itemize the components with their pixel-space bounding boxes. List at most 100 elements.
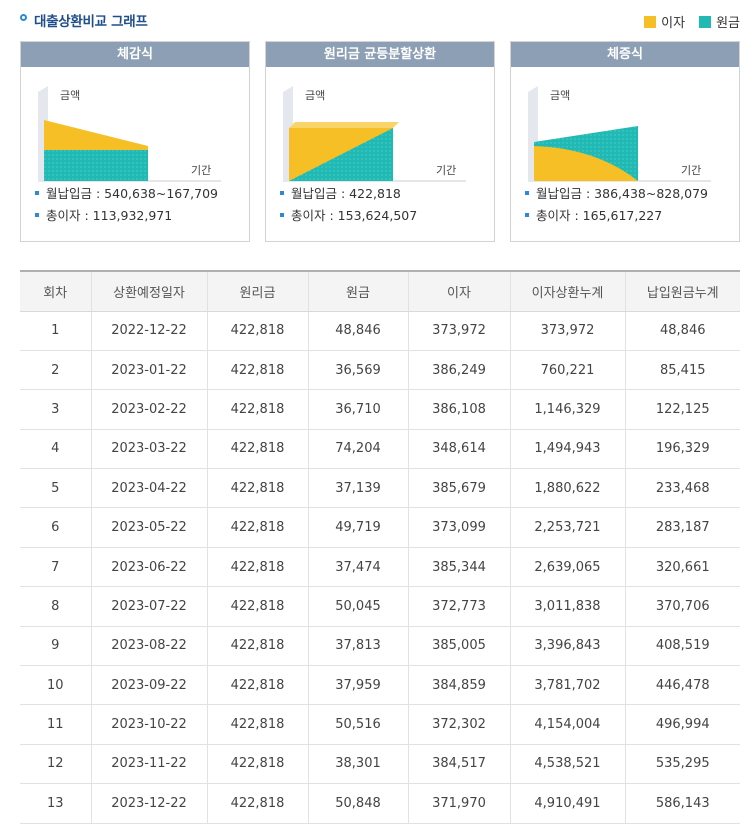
bullet-icon: [525, 212, 529, 217]
table-cell: 2023-07-22: [91, 586, 208, 627]
table-cell: 2023-02-22: [91, 389, 208, 430]
table-row: 1 2022-12-22 422,818 48,846 373,972 373,972 48…: [20, 311, 740, 351]
table-cell: 2023-01-22: [91, 350, 208, 391]
bullet-icon: [280, 212, 284, 217]
table-cell: 1,880,622: [510, 468, 626, 509]
table-cell: 3,396,843: [510, 626, 626, 667]
table-cell: 422,818: [207, 468, 309, 509]
total-interest: 총이자 : 165,617,227: [525, 205, 662, 224]
bullet-icon: [35, 212, 39, 217]
table-cell: 320,661: [625, 547, 740, 588]
card-increasing: 체증식 금액 기간 월납입금 : 386,438~828,079 총이자 : 1…: [510, 41, 740, 242]
table-row: 3 2023-02-22 422,818 36,710 386,108 1,146,329…: [20, 389, 740, 430]
table-cell: 3,781,702: [510, 665, 626, 706]
table-cell: 8: [20, 586, 92, 627]
table-cell: 385,005: [408, 626, 511, 667]
total-interest-text: 총이자 : 165,617,227: [536, 208, 663, 223]
card-title: 원리금 균등분할상환: [266, 42, 494, 67]
table-row: 10 2023-09-22 422,818 37,959 384,859 3,781,70…: [20, 665, 740, 706]
column-header-cumulative-principal: 납입원금누계: [625, 270, 740, 312]
column-header-cumulative-interest: 이자상환누계: [510, 270, 626, 312]
table-cell: 371,970: [408, 783, 511, 824]
table-cell: 10: [20, 665, 92, 706]
monthly-payment: 월납입금 : 386,438~828,079: [525, 183, 708, 202]
table-cell: 6: [20, 507, 92, 548]
card-decreasing: 체감식 금액 기간 월납입금 : 540,638~167,709 총이자 : 1…: [20, 41, 250, 242]
table-cell: 9: [20, 626, 92, 667]
table-cell: 233,468: [625, 468, 740, 509]
bullet-icon: [20, 14, 27, 21]
table-cell: 422,818: [207, 311, 309, 351]
table-cell: 5: [20, 468, 92, 509]
total-interest-text: 총이자 : 153,624,507: [291, 208, 418, 223]
card-title: 체증식: [511, 42, 739, 67]
page-title: 대출상환비교 그래프: [34, 14, 148, 30]
table-cell: 2023-04-22: [91, 468, 208, 509]
table-cell: 386,108: [408, 389, 511, 430]
table-cell: 13: [20, 783, 92, 824]
table-cell: 422,818: [207, 586, 309, 627]
total-interest: 총이자 : 113,932,971: [35, 205, 172, 224]
card-title: 체감식: [21, 42, 249, 67]
table-cell: 37,813: [308, 626, 409, 667]
card-equal-installment: 원리금 균등분할상환 금액 기간 월납입금 : 422,818 총이자 : 15…: [265, 41, 495, 242]
legend-label-principal: 원금: [716, 16, 740, 31]
table-cell: 2,253,721: [510, 507, 626, 548]
table-cell: 122,125: [625, 389, 740, 430]
table-cell: 2023-03-22: [91, 429, 208, 470]
table-cell: 422,818: [207, 350, 309, 391]
table-cell: 283,187: [625, 507, 740, 548]
table-cell: 37,139: [308, 468, 409, 509]
table-cell: 408,519: [625, 626, 740, 667]
table-cell: 74,204: [308, 429, 409, 470]
table-cell: 760,221: [510, 350, 626, 391]
table-row: 6 2023-05-22 422,818 49,719 373,099 2,253,721…: [20, 507, 740, 548]
y-axis-label: 금액: [60, 89, 81, 102]
table-cell: 196,329: [625, 429, 740, 470]
table-row: 7 2023-06-22 422,818 37,474 385,344 2,639,065…: [20, 547, 740, 588]
table-cell: 37,959: [308, 665, 409, 706]
table-cell: 2023-05-22: [91, 507, 208, 548]
table-cell: 2023-12-22: [91, 783, 208, 824]
table-cell: 12: [20, 744, 92, 785]
table-cell: 422,818: [207, 704, 309, 745]
table-cell: 373,972: [510, 311, 626, 351]
increasing-graph-illustration: [528, 86, 711, 182]
monthly-payment-text: 월납입금 : 422,818: [291, 186, 401, 201]
table-header-row: 회차 상환예정일자 원리금 원금 이자 이자상환누계 납입원금누계: [20, 270, 740, 312]
monthly-payment: 월납입금 : 540,638~167,709: [35, 183, 218, 202]
x-axis-label: 기간: [436, 164, 457, 177]
column-header-installment: 원리금: [207, 270, 309, 312]
legend-label-interest: 이자: [661, 16, 686, 31]
column-header-interest: 이자: [408, 270, 511, 312]
table-row: 8 2023-07-22 422,818 50,045 372,773 3,011,838…: [20, 586, 740, 627]
table-row: 2 2023-01-22 422,818 36,569 386,249 760,221 85…: [20, 350, 740, 391]
table-cell: 3,011,838: [510, 586, 626, 627]
table-cell: 370,706: [625, 586, 740, 627]
table-cell: 385,679: [408, 468, 511, 509]
table-cell: 384,859: [408, 665, 511, 706]
column-header-date: 상환예정일자: [91, 270, 208, 312]
table-cell: 422,818: [207, 547, 309, 588]
table-cell: 36,710: [308, 389, 409, 430]
table-cell: 422,818: [207, 429, 309, 470]
table-cell: 48,846: [308, 311, 409, 351]
table-cell: 1,146,329: [510, 389, 626, 430]
table-cell: 422,818: [207, 389, 309, 430]
legend-item-principal: 원금: [699, 12, 740, 31]
table-cell: 372,302: [408, 704, 511, 745]
table-cell: 50,045: [308, 586, 409, 627]
table-cell: 422,818: [207, 665, 309, 706]
table-cell: 2023-10-22: [91, 704, 208, 745]
table-cell: 384,517: [408, 744, 511, 785]
bullet-icon: [35, 190, 39, 195]
table-cell: 49,719: [308, 507, 409, 548]
table-cell: 496,994: [625, 704, 740, 745]
table-cell: 85,415: [625, 350, 740, 391]
total-interest-text: 총이자 : 113,932,971: [46, 208, 173, 223]
table-cell: 4: [20, 429, 92, 470]
table-cell: 2,639,065: [510, 547, 626, 588]
table-cell: 50,516: [308, 704, 409, 745]
table-cell: 11: [20, 704, 92, 745]
table-row: 13 2023-12-22 422,818 50,848 371,970 4,910,49…: [20, 783, 740, 824]
